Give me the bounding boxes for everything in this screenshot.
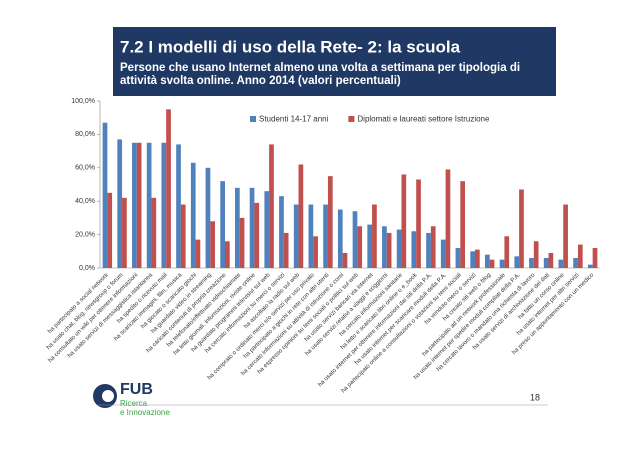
bar xyxy=(235,187,240,268)
bar xyxy=(543,257,549,268)
bar xyxy=(445,169,451,268)
subtitle-box: Persone che usano Internet almeno una vo… xyxy=(120,62,521,87)
y-tick-label: 100,0% xyxy=(71,98,95,105)
bar xyxy=(107,192,113,268)
bar xyxy=(313,236,318,268)
y-tick-label: 40,0% xyxy=(75,198,95,205)
bar xyxy=(416,179,421,268)
bar xyxy=(264,191,270,268)
bar xyxy=(485,254,490,268)
bar xyxy=(499,259,505,268)
y-tick-label: 0,0% xyxy=(79,265,95,272)
y-tick-label: 60,0% xyxy=(75,165,95,172)
bar xyxy=(220,181,225,268)
logo-text: FUB xyxy=(120,381,153,398)
bar xyxy=(225,241,230,268)
bar xyxy=(529,257,534,268)
bar xyxy=(176,144,181,268)
y-tick-label: 80,0% xyxy=(75,131,95,138)
bar xyxy=(563,204,568,268)
bar xyxy=(519,189,524,268)
bar xyxy=(146,142,152,268)
legend-swatch xyxy=(250,116,256,122)
legend-label: Studenti 14-17 anni xyxy=(259,115,329,124)
bar xyxy=(440,239,446,268)
legend-label: Diplomati e laureati settore Istruzione xyxy=(357,115,490,124)
header-box xyxy=(113,27,556,96)
bar xyxy=(195,239,201,268)
page-number: 18 xyxy=(530,392,540,402)
bar xyxy=(386,232,392,268)
logo-tagline: e Innovazione xyxy=(120,408,170,417)
bar xyxy=(342,252,348,268)
bar xyxy=(117,139,123,268)
bar xyxy=(210,221,215,268)
bar xyxy=(411,231,417,268)
bar xyxy=(239,217,245,268)
bar xyxy=(180,204,186,268)
bar xyxy=(269,144,274,268)
bar xyxy=(489,259,495,268)
chart-subtitle: Persone che usano Internet almeno una vo… xyxy=(120,62,521,87)
bar xyxy=(533,241,539,268)
bar xyxy=(190,162,196,268)
bar xyxy=(102,122,108,269)
bar xyxy=(122,197,127,268)
bar xyxy=(151,197,157,268)
bar xyxy=(504,236,510,268)
bar xyxy=(455,247,461,268)
bar xyxy=(249,187,255,268)
bar xyxy=(372,204,377,268)
bar xyxy=(548,252,554,268)
logo-tagline: Ricerca xyxy=(120,399,148,408)
bar xyxy=(573,257,578,268)
bar xyxy=(327,176,333,268)
bar xyxy=(460,181,465,268)
bar xyxy=(254,202,260,268)
bar xyxy=(357,226,363,268)
bar xyxy=(426,232,431,268)
bar xyxy=(592,247,598,268)
bar xyxy=(323,204,328,268)
bar xyxy=(283,232,289,268)
bar xyxy=(430,226,436,268)
bar xyxy=(396,229,402,268)
bar xyxy=(401,174,407,268)
bar xyxy=(166,109,171,268)
y-tick-label: 20,0% xyxy=(75,231,95,238)
bar xyxy=(279,196,284,268)
bar xyxy=(514,256,520,268)
bar xyxy=(577,244,583,268)
bar xyxy=(161,142,167,268)
bar xyxy=(337,209,343,268)
bar xyxy=(205,167,211,268)
bar xyxy=(293,204,299,268)
bar xyxy=(475,249,480,268)
bar xyxy=(352,211,358,268)
bar xyxy=(298,164,304,268)
bar xyxy=(136,142,142,268)
bar xyxy=(558,259,564,268)
bar xyxy=(382,226,387,268)
bar xyxy=(132,142,137,268)
logo-mark-inner xyxy=(102,390,114,402)
bar xyxy=(367,224,373,268)
chart-title: 7.2 I modelli di uso della Rete- 2: la s… xyxy=(120,37,461,56)
bar xyxy=(587,264,593,268)
legend-swatch xyxy=(348,116,355,122)
bar xyxy=(470,251,475,268)
bar xyxy=(308,204,314,268)
